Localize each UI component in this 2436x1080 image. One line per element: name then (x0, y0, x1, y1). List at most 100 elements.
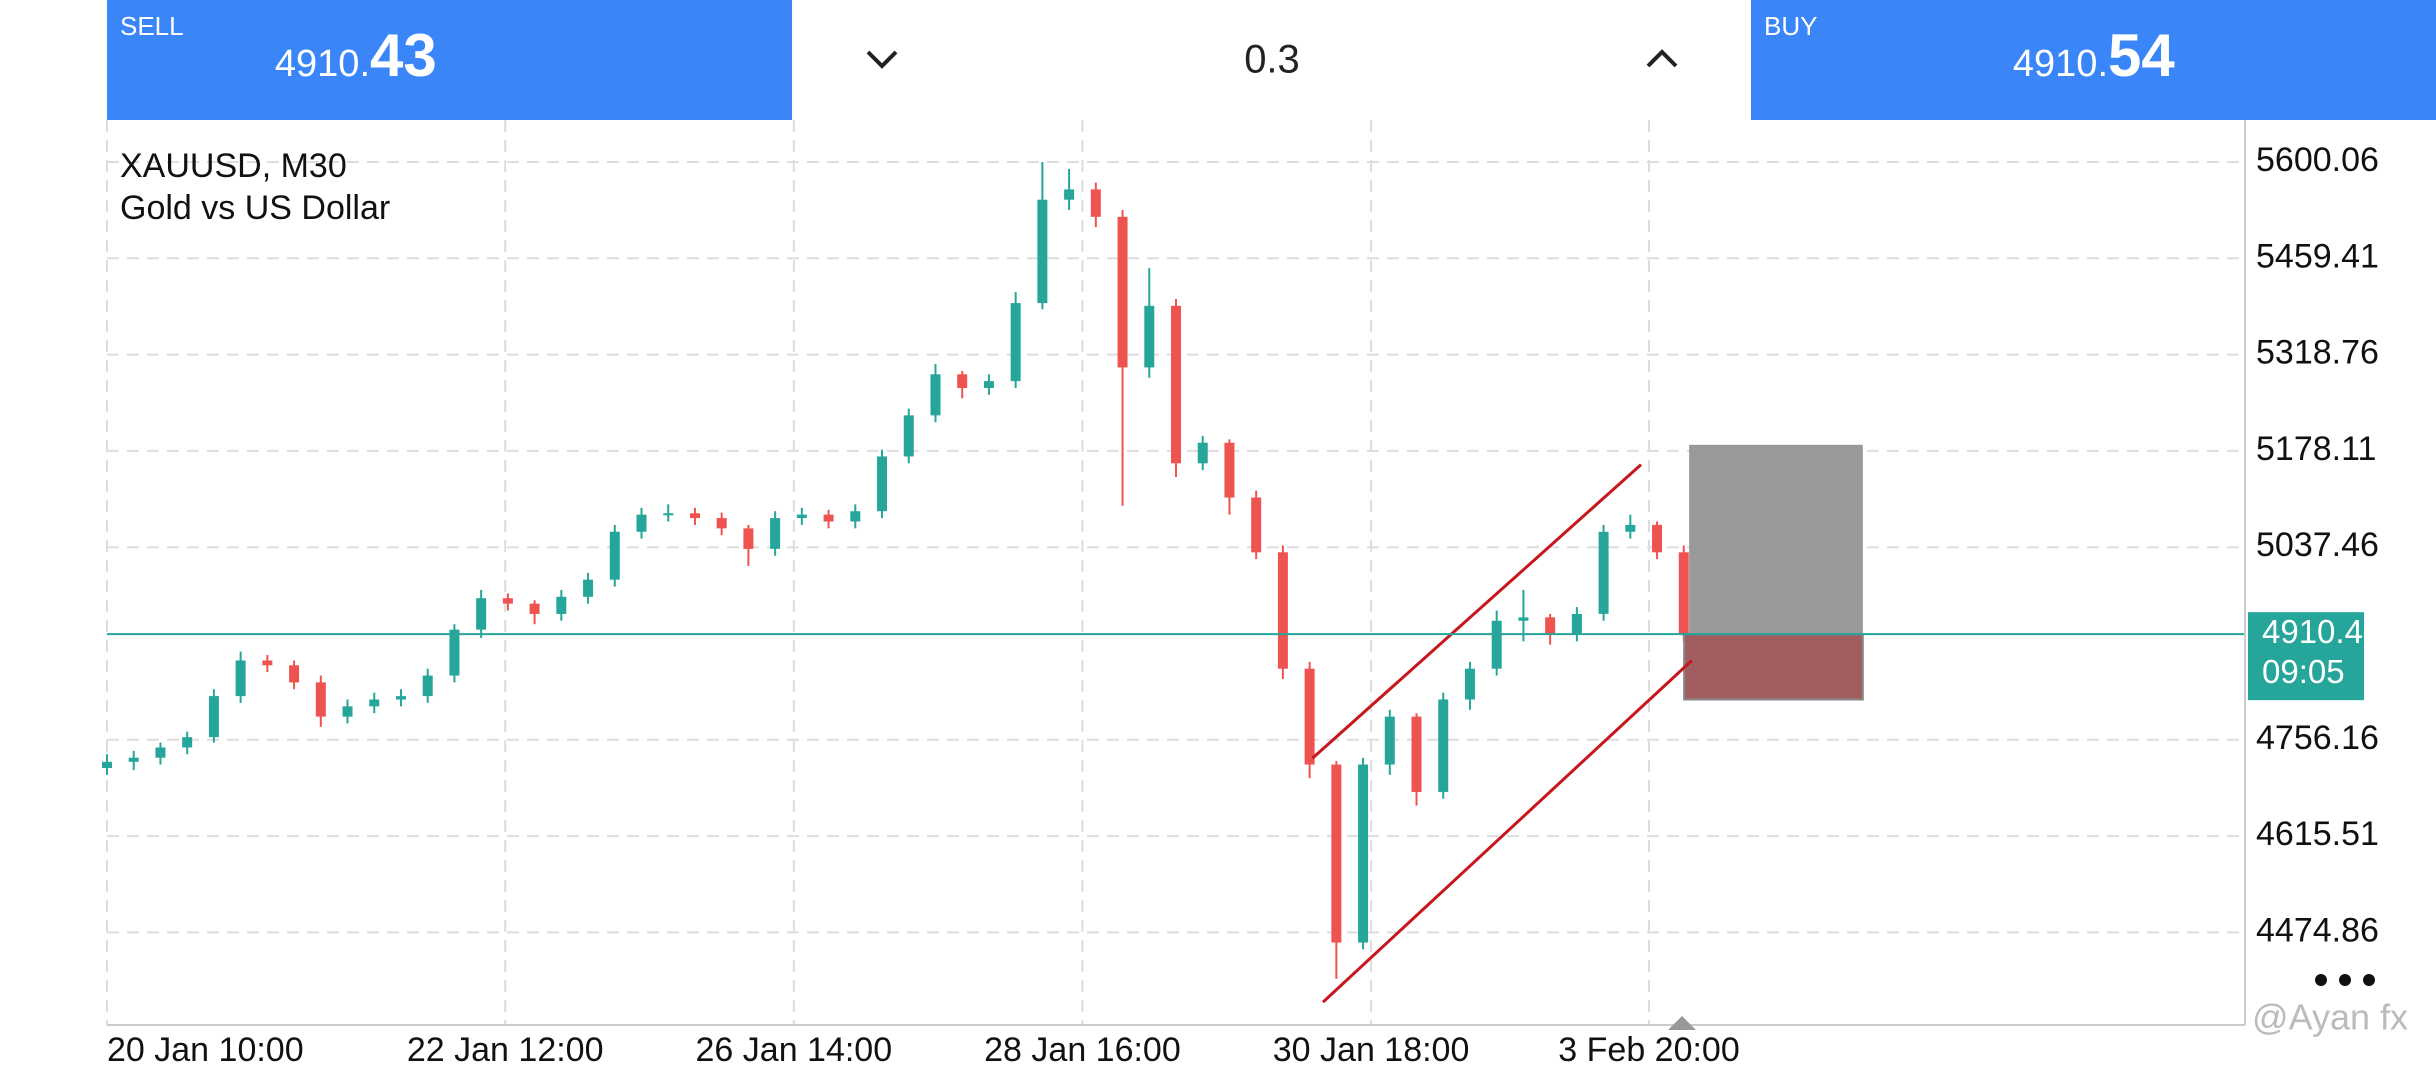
y-tick-label: 4474.86 (2256, 911, 2379, 949)
candle-body (449, 629, 460, 676)
candle-body (1304, 668, 1315, 765)
candle-body (556, 596, 567, 614)
candle-body (743, 528, 754, 549)
candle-body (796, 514, 807, 519)
stop-zone (1683, 633, 1864, 701)
candle-body (1411, 716, 1422, 792)
candle-body (1625, 524, 1636, 532)
menu-dots[interactable] (2315, 974, 2375, 986)
candle-body (1652, 524, 1663, 553)
volume-down[interactable] (866, 50, 898, 69)
channel-line (1311, 463, 1643, 760)
sell-price-main: 4910. (275, 43, 370, 85)
candle-body (1277, 552, 1288, 669)
candle-body (689, 513, 700, 519)
last-time-label: 09:05 (2262, 653, 2345, 690)
candle-body (208, 696, 219, 738)
candle-body (395, 696, 406, 700)
x-tick-label: 20 Jan 10:00 (107, 1031, 304, 1069)
candle-body (850, 511, 861, 522)
candle-body (1438, 699, 1449, 792)
candle-body (102, 761, 112, 768)
candle-body (182, 737, 193, 748)
target-zone (1689, 444, 1863, 635)
x-tick-label: 28 Jan 16:00 (984, 1031, 1181, 1069)
candle-body (1571, 613, 1582, 635)
last-price-box (2248, 612, 2364, 701)
watermark: @Ayan fx (2252, 997, 2408, 1038)
y-tick-label: 5318.76 (2256, 334, 2379, 372)
volume-box (792, 0, 1751, 120)
candle-body (1518, 617, 1529, 621)
candle-body (155, 747, 166, 758)
candle-body (903, 415, 914, 457)
buy-button[interactable] (1751, 0, 2436, 120)
candle-body (1144, 305, 1155, 368)
candle-body (235, 660, 246, 697)
candle-body (1064, 189, 1075, 200)
candle-body (1090, 189, 1101, 217)
candle-body (1545, 617, 1556, 635)
candle-body (1598, 531, 1609, 614)
y-tick-label: 5178.11 (2256, 430, 2376, 468)
y-tick-label: 5037.46 (2256, 526, 2379, 564)
volume-up[interactable] (1646, 49, 1678, 68)
buy-price-big: 54 (2108, 22, 2175, 89)
last-price-label: 4910.43 (2262, 613, 2381, 650)
candle-body (476, 598, 487, 630)
buy-price-main: 4910. (2013, 43, 2108, 85)
position-marker (1668, 1016, 1696, 1030)
volume-value[interactable]: 0.3 (1244, 38, 1300, 82)
y-tick-label: 5600.06 (2256, 141, 2379, 179)
candle-body (716, 518, 727, 529)
candle-body (1037, 199, 1048, 304)
candle-body (1224, 442, 1235, 498)
candle-body (1491, 620, 1502, 669)
candle-body (1464, 668, 1475, 700)
candle-body (957, 374, 968, 388)
chart-title: XAUUSD, M30 (120, 147, 347, 185)
y-tick-label: 4615.51 (2256, 815, 2379, 853)
candle-body (770, 518, 781, 549)
candle-body (1117, 216, 1128, 368)
x-tick-label: 22 Jan 12:00 (407, 1031, 604, 1069)
sell-button[interactable] (107, 0, 792, 120)
candle-body (1010, 303, 1021, 382)
channel-line (1321, 659, 1693, 1004)
candle-body (1171, 305, 1181, 464)
x-tick-label: 30 Jan 18:00 (1273, 1031, 1470, 1069)
candle-body (823, 514, 834, 522)
candle-body (1251, 497, 1262, 553)
chart (102, 120, 2245, 1025)
candle-body (315, 682, 326, 717)
sell-label: SELL (120, 11, 184, 41)
candle-body (636, 514, 647, 532)
candle-body (930, 374, 941, 416)
candle-body (609, 531, 620, 580)
sell-price-big: 43 (370, 22, 437, 89)
chart-subtitle: Gold vs US Dollar (120, 189, 390, 227)
candle-body (583, 579, 594, 597)
candle-body (1197, 442, 1208, 464)
candle-body (369, 699, 380, 707)
candle-body (1384, 716, 1395, 765)
candle-body (877, 456, 888, 512)
buy-label: BUY (1764, 11, 1817, 41)
candle-body (289, 665, 300, 683)
candle-body (502, 598, 513, 604)
candle-body (128, 757, 139, 762)
candle-body (422, 675, 433, 697)
x-tick-label: 3 Feb 20:00 (1558, 1031, 1739, 1069)
x-tick-label: 26 Jan 14:00 (696, 1031, 893, 1069)
candle-body (1358, 764, 1369, 943)
candle-body (342, 706, 353, 717)
candle-body (983, 381, 994, 388)
candle-body (663, 513, 674, 516)
y-tick-label: 4756.16 (2256, 719, 2379, 757)
candle-body (1678, 552, 1689, 635)
candle-body (262, 660, 273, 666)
candle-body (529, 603, 540, 614)
y-tick-label: 5459.41 (2256, 237, 2379, 275)
